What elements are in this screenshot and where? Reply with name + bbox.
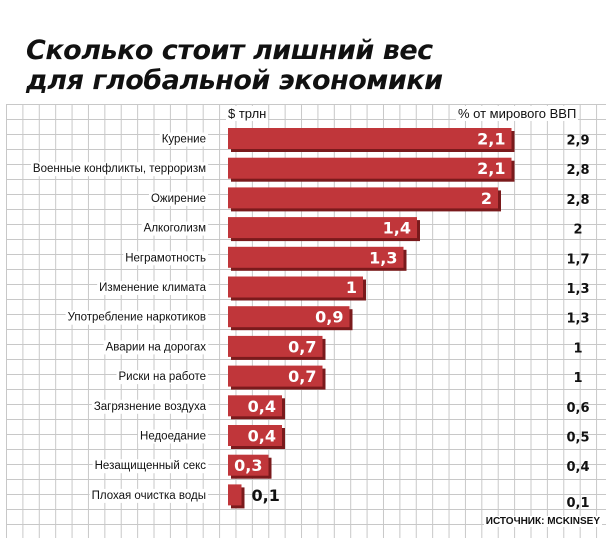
bar-value-label: 0,9 xyxy=(315,308,343,327)
bar-value-label: 2,1 xyxy=(477,130,505,149)
gdp-share-label: 1,3 xyxy=(566,312,589,327)
gdp-share-label: 0,4 xyxy=(566,460,589,475)
category-label-backing xyxy=(97,281,209,295)
bar xyxy=(228,128,512,149)
category-label-backing xyxy=(92,459,209,474)
bar-value-label: 0,7 xyxy=(288,367,316,386)
bar-value-label: 1,4 xyxy=(383,219,411,238)
gdp-share-label: 0,1 xyxy=(566,496,589,511)
bar-value-label: 2 xyxy=(481,189,492,208)
category-label: Риски на работе xyxy=(119,371,207,383)
bar xyxy=(228,276,363,298)
bar xyxy=(228,217,417,239)
bar xyxy=(228,187,498,209)
gdp-share-label: 2,8 xyxy=(566,193,589,208)
category-label: Употребление наркотиков xyxy=(68,312,206,324)
bar-value-label: 0,1 xyxy=(252,486,280,505)
category-label: Алкоголизм xyxy=(144,223,206,235)
category-label: Аварии на дорогах xyxy=(106,341,207,353)
gdp-share-label: 1,7 xyxy=(566,252,589,267)
bar xyxy=(228,454,269,476)
unit-label-trillions: $ трлн xyxy=(226,106,269,121)
bar xyxy=(228,306,350,328)
bar-value-label: 0,7 xyxy=(288,337,316,356)
bar xyxy=(228,157,512,179)
bar xyxy=(228,395,282,417)
gdp-share-label: 2,8 xyxy=(566,163,589,178)
category-label: Ожирение xyxy=(151,193,206,205)
category-label-backing xyxy=(103,340,209,355)
category-label: Загрязнение воздуха xyxy=(94,401,207,413)
category-label-backing xyxy=(91,399,209,414)
category-label: Изменение климата xyxy=(99,282,206,294)
category-label-backing xyxy=(123,251,209,266)
title-line-1: Сколько стоит лишний вес xyxy=(26,35,433,66)
bar xyxy=(228,335,323,357)
gdp-share-label: 0,6 xyxy=(566,401,589,416)
gdp-share-label: 1 xyxy=(573,371,582,386)
category-label-backing xyxy=(159,132,208,147)
category-label: Плохая очистка воды xyxy=(92,490,206,502)
bar-value-label: 0,3 xyxy=(234,456,262,475)
category-label-backing xyxy=(141,221,209,236)
unit-label-gdp-share: % от мирового ВВП xyxy=(456,106,579,121)
category-label-backing xyxy=(138,429,208,444)
gdp-share-label: 1,3 xyxy=(566,282,589,297)
bar-value-label: 1 xyxy=(346,278,357,297)
category-label: Курение xyxy=(162,134,206,146)
bar-value-label: 2,1 xyxy=(477,159,505,178)
chart-title: Сколько стоит лишний вес для глобальной … xyxy=(26,36,443,96)
category-label: Военные конфликты, терроризм xyxy=(33,163,206,175)
bar xyxy=(228,425,282,446)
gdp-share-label: 0,5 xyxy=(566,431,589,446)
gdp-share-label: 1 xyxy=(573,341,582,356)
category-label: Неграмотность xyxy=(125,252,206,264)
category-label-backing xyxy=(65,310,208,325)
category-label: Недоедание xyxy=(140,431,206,443)
title-line-2: для глобальной экономики xyxy=(26,65,443,96)
bar-value-label: 1,3 xyxy=(369,248,397,267)
category-label-backing xyxy=(116,370,208,385)
bar-value-label: 0,4 xyxy=(248,427,276,446)
category-label-backing xyxy=(30,162,209,177)
gdp-share-label: 2 xyxy=(573,223,582,238)
category-label: Незащищенный секс xyxy=(95,460,207,472)
bar xyxy=(228,246,404,268)
bar xyxy=(228,365,323,387)
category-label-backing xyxy=(89,488,208,503)
source-note: ИСТОЧНИК: MCKINSEY xyxy=(483,516,602,527)
gdp-share-label: 2,9 xyxy=(566,134,589,149)
category-label-backing xyxy=(148,191,208,206)
bar-value-label: 0,4 xyxy=(248,397,276,416)
bar xyxy=(228,484,242,506)
